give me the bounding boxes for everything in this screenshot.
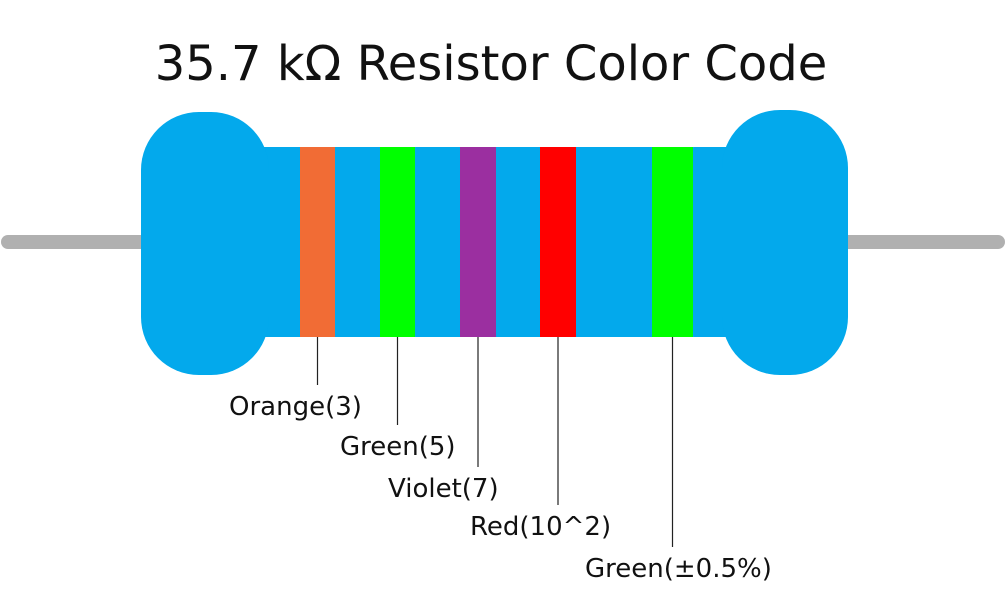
color-band	[652, 147, 693, 337]
band-label: Green(±0.5%)	[585, 554, 772, 584]
color-band	[300, 147, 335, 337]
color-band	[380, 147, 415, 337]
band-label: Orange(3)	[229, 392, 362, 422]
band-label: Violet(7)	[388, 474, 499, 504]
color-band	[460, 147, 496, 337]
left-cap	[141, 112, 269, 375]
bands: Orange(3) Green(5) Violet(7) Red(10^2) Green…	[229, 147, 772, 584]
title: 35.7 kΩ Resistor Color Code	[155, 36, 828, 92]
band-label: Green(5)	[340, 432, 456, 462]
color-band	[540, 147, 576, 337]
right-cap	[722, 110, 848, 375]
band-label: Red(10^2)	[470, 512, 611, 542]
